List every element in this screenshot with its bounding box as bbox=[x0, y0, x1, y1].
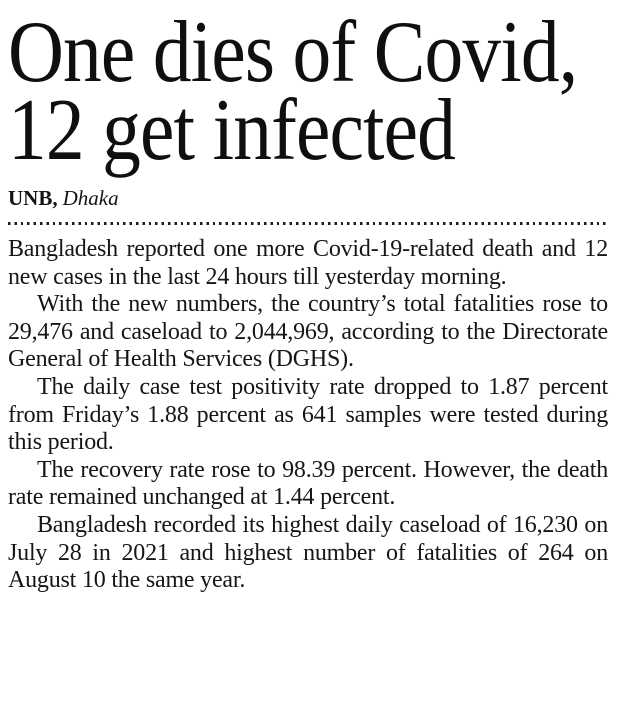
news-article: One dies of Covid, 12 get infected UNB, Dh… bbox=[0, 9, 617, 595]
paragraph-4: The recovery rate rose to 98.39 percent.… bbox=[8, 456, 608, 511]
dotted-separator bbox=[8, 222, 608, 225]
paragraph-3: The daily case test positivity rate drop… bbox=[8, 373, 608, 456]
byline: UNB, Dhaka bbox=[8, 186, 608, 210]
headline-line-2: 12 get infected bbox=[8, 82, 456, 179]
headline-line-1: One dies of Covid, bbox=[8, 4, 578, 101]
paragraph-2: With the new numbers, the country’s tota… bbox=[8, 291, 608, 373]
byline-location: Dhaka bbox=[62, 186, 119, 210]
paragraph-1: Bangladesh reported one more Covid-19-re… bbox=[8, 236, 608, 290]
byline-agency: UNB, bbox=[8, 186, 58, 210]
article-body: Bangladesh reported one more Covid-19-re… bbox=[8, 236, 608, 595]
article-headline: One dies of Covid, 12 get infected bbox=[8, 9, 578, 175]
paragraph-5: Bangladesh recorded its highest daily ca… bbox=[8, 511, 608, 594]
